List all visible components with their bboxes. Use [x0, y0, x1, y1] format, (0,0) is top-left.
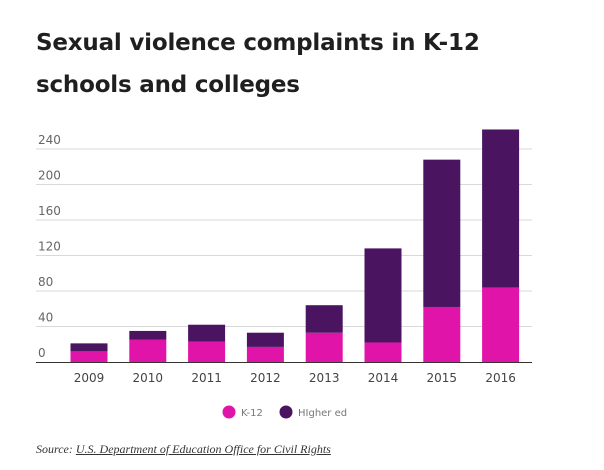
bar-higher-ed — [188, 324, 226, 342]
x-tick-label: 2009 — [74, 371, 105, 385]
bar-k12 — [423, 306, 461, 362]
chart-title: Sexual violence complaints in K-12 schoo… — [36, 30, 480, 98]
y-tick-label: 80 — [38, 275, 53, 289]
x-axis-ticks: 2009 2010 2011 2012 2013 2014 2015 2016 — [74, 371, 516, 385]
bar-k12 — [188, 341, 226, 362]
bar-k12 — [246, 346, 284, 362]
bar-k12 — [129, 339, 167, 362]
y-tick-label: 0 — [38, 346, 46, 360]
x-tick-label: 2012 — [250, 371, 281, 385]
legend-k12-label: K-12 — [241, 408, 263, 419]
x-tick-label: 2010 — [133, 371, 164, 385]
y-axis-ticks: 0 40 80 120 160 200 240 — [38, 133, 61, 360]
bar-higher-ed — [423, 159, 461, 307]
legend-higher-ed-label: HIgher ed — [298, 408, 347, 419]
y-tick-label: 120 — [38, 240, 61, 254]
y-tick-label: 240 — [38, 133, 61, 147]
bar-higher-ed — [129, 330, 167, 340]
x-tick-label: 2015 — [427, 371, 458, 385]
source-link[interactable]: U.S. Department of Education Office for … — [75, 442, 331, 456]
y-tick-label: 40 — [38, 311, 53, 325]
bar-k12 — [482, 287, 520, 362]
x-tick-label: 2013 — [309, 371, 340, 385]
x-tick-label: 2011 — [191, 371, 222, 385]
bar-higher-ed — [305, 305, 343, 333]
bar-k12 — [70, 351, 108, 362]
bar-k12 — [364, 342, 402, 362]
x-tick-label: 2014 — [368, 371, 399, 385]
bar-higher-ed — [364, 248, 402, 343]
x-tick-label: 2016 — [485, 371, 516, 385]
y-tick-label: 160 — [38, 204, 61, 218]
bar-higher-ed — [70, 343, 108, 352]
y-tick-label: 200 — [38, 169, 61, 183]
source-note: Source: U.S. Department of Education Off… — [36, 442, 331, 457]
bar-higher-ed — [482, 129, 520, 288]
bars — [70, 129, 520, 362]
legend: K-12 HIgher ed — [222, 405, 347, 419]
legend-k12-swatch — [222, 405, 236, 419]
bar-k12 — [305, 332, 343, 362]
bar-higher-ed — [246, 332, 284, 347]
source-prefix: Source: — [36, 442, 73, 456]
legend-higher-ed-swatch — [279, 405, 293, 419]
